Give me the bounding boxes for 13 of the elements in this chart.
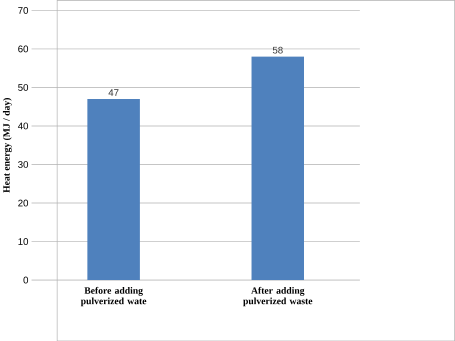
y-tick-label: 0 <box>23 276 28 284</box>
data-label: 47 <box>108 89 118 96</box>
data-label: 58 <box>272 46 283 54</box>
y-axis-title: Heat energy (MJ / day) <box>2 98 12 193</box>
y-tick-label: 30 <box>18 160 28 168</box>
x-tick-label: Before adding pulverized wate <box>80 286 146 306</box>
y-tick-label: 10 <box>18 238 28 245</box>
y-tick-label: 50 <box>18 84 28 91</box>
y-tick-label: 20 <box>18 200 28 206</box>
y-tick-label: 70 <box>18 6 28 14</box>
y-tick-label: 40 <box>18 122 28 130</box>
y-tick-label: 60 <box>18 45 28 52</box>
x-tick-label: After adding pulverized waste <box>243 286 312 306</box>
